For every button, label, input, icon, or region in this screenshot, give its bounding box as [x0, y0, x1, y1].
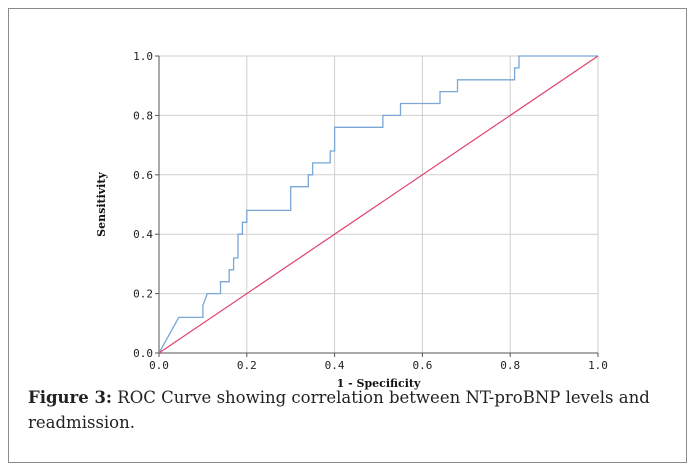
y-tick-label: 0.0: [133, 347, 153, 360]
x-tick-label: 0.6: [412, 359, 432, 372]
x-tick-label: 0.0: [149, 359, 169, 372]
x-tick-label: 0.2: [237, 359, 257, 372]
caption-text: ROC Curve showing correlation between NT…: [28, 388, 650, 432]
y-tick-label: 1.0: [133, 50, 153, 63]
y-axis-label: Sensitivity: [95, 172, 108, 237]
roc-chart: 0.0 0.2 0.4 0.6 0.8 1.0 0.0 0.2 0.4 0.6 0.8 1.0 1 -…: [95, 50, 608, 390]
x-tick-label: 1.0: [588, 359, 608, 372]
x-tick-label: 0.8: [500, 359, 520, 372]
x-tick-label: 0.4: [325, 359, 345, 372]
figure-frame: [8, 8, 687, 463]
figure-caption: Figure 3: ROC Curve showing correlation …: [28, 385, 668, 435]
chart-ticks: 0.0 0.2 0.4 0.6 0.8 1.0 0.0 0.2 0.4 0.6 0.8 1.0: [133, 50, 608, 372]
roc-curve-line: [158, 55, 598, 354]
y-tick-label: 0.2: [133, 288, 153, 301]
chart-axes: [158, 56, 598, 354]
reference-line: [158, 55, 599, 354]
y-tick-label: 0.4: [133, 228, 153, 241]
y-tick-label: 0.8: [133, 109, 153, 122]
y-tick-label: 0.6: [133, 169, 153, 182]
x-axis-label: 1 - Specificity: [337, 377, 421, 390]
caption-label: Figure 3:: [28, 388, 113, 407]
chart-series: [158, 55, 599, 354]
